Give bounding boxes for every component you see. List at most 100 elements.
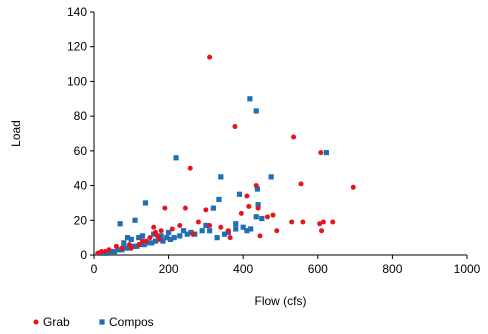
point-compos xyxy=(233,226,239,232)
point-compos xyxy=(268,174,274,180)
point-grab xyxy=(225,228,231,234)
y-tick-label: 120 xyxy=(67,40,87,54)
point-compos xyxy=(132,217,138,223)
point-grab xyxy=(238,210,244,216)
point-compos xyxy=(141,241,147,248)
point-compos xyxy=(171,235,177,241)
x-tick-label: 200 xyxy=(159,262,179,276)
point-grab xyxy=(162,205,168,211)
point-grab xyxy=(244,193,250,199)
point-compos xyxy=(210,205,216,211)
point-compos xyxy=(221,231,228,237)
point-grab xyxy=(190,231,196,237)
point-compos xyxy=(145,240,151,246)
point-grab xyxy=(98,249,104,255)
marks-group xyxy=(95,54,356,256)
point-grab xyxy=(207,222,213,228)
point-compos xyxy=(167,236,174,242)
point-compos xyxy=(104,250,110,256)
point-grab xyxy=(264,214,270,220)
point-grab xyxy=(156,236,162,242)
point-compos xyxy=(115,247,121,253)
point-grab xyxy=(291,134,297,140)
point-grab xyxy=(147,235,153,241)
point-compos xyxy=(207,228,213,234)
point-compos xyxy=(121,240,127,246)
point-grab xyxy=(317,221,323,227)
point-grab xyxy=(169,226,175,232)
point-compos xyxy=(128,236,134,242)
point-grab xyxy=(151,224,157,230)
point-grab xyxy=(218,224,224,230)
x-axis-title: Flow (cfs) xyxy=(255,294,307,308)
y-tick-label: 20 xyxy=(74,213,88,227)
legend-marker-grab xyxy=(33,319,39,325)
point-grab xyxy=(320,219,326,225)
point-compos xyxy=(199,228,205,234)
point-compos xyxy=(160,238,166,244)
point-grab xyxy=(270,212,276,218)
point-compos xyxy=(123,245,129,251)
point-grab xyxy=(182,205,188,211)
axes-group: 0 20 40 60 80 100 120 140 0 200 400 600 800 1000 Flow … xyxy=(9,5,481,308)
point-grab xyxy=(106,247,112,253)
point-compos xyxy=(259,215,265,222)
legend-marker-compos xyxy=(99,319,105,325)
point-compos xyxy=(124,235,131,241)
point-compos xyxy=(164,235,170,241)
point-compos xyxy=(177,233,183,239)
point-grab xyxy=(253,183,259,189)
point-compos xyxy=(130,243,136,249)
point-compos xyxy=(218,174,224,180)
point-compos xyxy=(323,149,329,156)
point-compos xyxy=(149,240,155,246)
point-grab xyxy=(203,207,209,213)
y-tick-label: 0 xyxy=(80,248,87,262)
point-grab xyxy=(143,238,149,244)
y-tick-label: 100 xyxy=(67,74,87,88)
point-grab xyxy=(102,249,108,255)
point-compos xyxy=(100,250,106,256)
y-tick-label: 80 xyxy=(74,109,88,123)
legend-label-compos: Compos xyxy=(109,315,154,329)
point-grab xyxy=(274,228,280,234)
point-grab xyxy=(330,219,336,225)
point-compos xyxy=(247,96,253,102)
point-compos xyxy=(248,226,254,232)
legend-label-grab: Grab xyxy=(43,315,70,329)
point-compos xyxy=(253,214,259,220)
point-grab xyxy=(318,150,324,156)
y-tick-label: 60 xyxy=(74,144,88,158)
point-grab xyxy=(246,203,252,209)
point-grab xyxy=(126,242,132,248)
point-grab xyxy=(95,250,101,256)
point-compos xyxy=(184,231,190,237)
point-compos xyxy=(214,235,220,241)
point-grab xyxy=(300,219,306,225)
point-compos xyxy=(166,229,172,236)
point-compos xyxy=(158,233,164,239)
x-tick-label: 0 xyxy=(91,262,98,276)
point-compos xyxy=(236,191,243,197)
x-tick-label: 1000 xyxy=(454,262,481,276)
point-grab xyxy=(227,235,233,241)
point-compos xyxy=(117,221,123,227)
point-grab xyxy=(187,165,193,171)
point-compos xyxy=(244,228,250,234)
point-compos xyxy=(152,238,159,244)
point-grab xyxy=(289,219,295,225)
y-axis-title: Load xyxy=(9,120,23,147)
point-grab xyxy=(257,233,263,239)
point-compos xyxy=(142,200,149,206)
point-grab xyxy=(177,222,183,228)
point-grab xyxy=(113,243,119,249)
point-compos xyxy=(203,222,209,229)
y-tick-label: 140 xyxy=(67,5,87,19)
point-grab xyxy=(232,124,238,130)
point-compos xyxy=(151,231,157,237)
point-compos xyxy=(139,233,146,239)
point-compos xyxy=(255,202,261,208)
point-grab xyxy=(136,242,142,248)
